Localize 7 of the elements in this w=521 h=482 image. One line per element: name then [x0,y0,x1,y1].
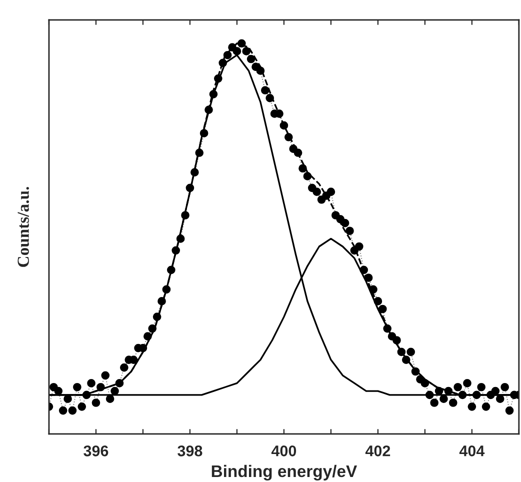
x-tick-label: 404 [459,446,485,456]
x-tick-label: 396 [84,446,108,456]
x-axis-title: Binding energy/eV [212,464,357,481]
x-tick-label: 400 [271,446,296,456]
x-tick-label: 402 [365,446,390,456]
y-axis-title: Counts/a.u. [18,186,29,267]
x-tick-label: 398 [178,446,202,456]
